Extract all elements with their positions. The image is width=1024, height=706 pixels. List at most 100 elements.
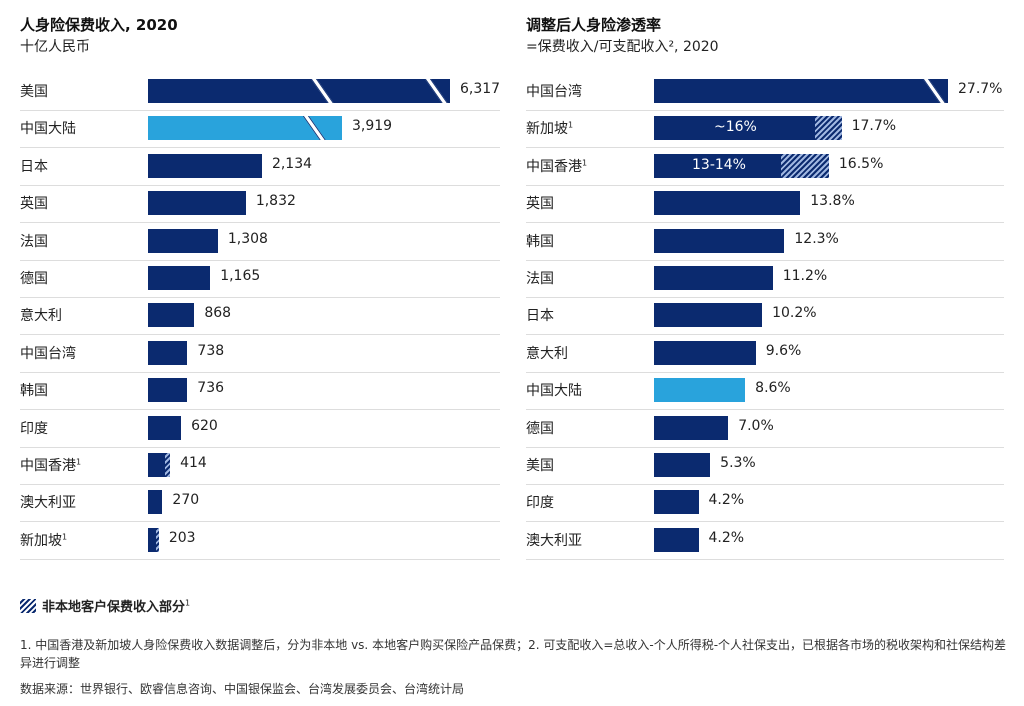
chart-row: 美国 5.3% (526, 447, 1004, 485)
value-label: 1,308 (227, 230, 268, 247)
category-label: 美国 (20, 81, 48, 101)
category-label: 美国 (526, 455, 554, 475)
category-label: 英国 (526, 193, 554, 213)
footnote-mark: 1 (582, 158, 588, 168)
right-chart-subtitle: =保费收入/可支配收入², 2020 (526, 39, 719, 55)
value-label: 13.8% (810, 193, 855, 210)
category-text: 中国香港 (20, 458, 76, 474)
chart-row: 法国 11.2% (526, 260, 1004, 298)
value-label: 12.3% (794, 230, 839, 247)
chart-row: 中国大陆 8.6% (526, 372, 1004, 411)
non-local-hatch (164, 453, 171, 477)
value-label: 2,134 (271, 155, 313, 172)
value-label: 8.6% (755, 380, 791, 397)
category-label: 新加坡1 (20, 530, 67, 550)
category-text: 澳大利亚 (20, 495, 76, 512)
bar: ~16% (654, 116, 842, 141)
category-text: 美国 (20, 84, 48, 100)
category-label: 德国 (526, 418, 554, 438)
value-label: 868 (204, 305, 232, 322)
category-text: 中国台湾 (526, 84, 582, 100)
value-label: 414 (180, 455, 207, 471)
value-label: 16.5% (838, 155, 884, 172)
bar (148, 228, 218, 253)
category-text: 英国 (20, 196, 48, 213)
category-text: 意大利 (20, 308, 62, 325)
value-label: 10.2% (772, 305, 817, 322)
chart-row: 法国 1,308 (20, 223, 500, 261)
chart-row: 澳大利亚 4.2% (526, 522, 1004, 560)
category-text: 意大利 (526, 345, 568, 362)
category-label: 意大利 (20, 305, 62, 325)
chart-row: 新加坡1 203 (20, 522, 500, 560)
chart-row: 韩国 12.3% (526, 223, 1004, 261)
value-label: 1,832 (255, 193, 296, 210)
bar (654, 228, 785, 253)
inner-label: ~16% (714, 119, 757, 136)
chart-row: 中国大陆 3,919 (20, 110, 500, 149)
bar (148, 79, 450, 103)
category-text: 印度 (526, 495, 554, 512)
category-text: 新加坡 (20, 532, 62, 549)
bar (148, 303, 195, 328)
category-text: 澳大利亚 (526, 532, 582, 549)
category-text: 美国 (526, 458, 554, 474)
bar (148, 191, 246, 216)
right-chart-title: 调整后人身险渗透率 (526, 16, 662, 34)
chart-row: 日本 2,134 (20, 148, 500, 186)
bar (148, 453, 171, 477)
bar (654, 340, 756, 365)
bar: 13-14% (654, 153, 829, 178)
category-text: 中国大陆 (526, 383, 582, 400)
category-label: 法国 (20, 231, 48, 251)
bar (148, 415, 182, 440)
value-label: 17.7% (851, 118, 897, 135)
value-label: 4.2% (708, 492, 745, 509)
category-text: 新加坡 (526, 121, 568, 138)
value-label: 203 (168, 529, 196, 546)
non-local-hatch (781, 153, 829, 178)
bar (148, 490, 163, 515)
value-label: 736 (197, 380, 225, 397)
category-text: 韩国 (526, 233, 554, 250)
chart-row: 德国 7.0% (526, 410, 1004, 448)
bar (654, 527, 699, 552)
category-label: 中国台湾 (526, 81, 582, 101)
category-text: 中国大陆 (20, 121, 76, 138)
chart-row: 印度 4.2% (526, 484, 1004, 523)
category-label: 法国 (526, 268, 554, 288)
legend-label: 非本地客户保费收入部分 (42, 600, 186, 615)
chart-row: 英国 13.8% (526, 185, 1004, 224)
chart-row: 澳大利亚 270 (20, 484, 500, 523)
category-label: 中国香港1 (20, 455, 81, 475)
category-text: 德国 (20, 271, 48, 287)
left-chart-title: 人身险保费收入, 2020 (20, 16, 178, 34)
chart-row: 德国 1,165 (20, 260, 500, 298)
axis-break-mark (422, 79, 450, 103)
bar (654, 378, 746, 403)
bar (148, 527, 159, 552)
category-label: 中国台湾 (20, 343, 76, 363)
value-label: 4.2% (708, 529, 745, 546)
category-label: 中国大陆 (526, 380, 582, 400)
axis-break-mark (920, 79, 948, 103)
value-label: 738 (197, 342, 225, 359)
bar (654, 303, 763, 328)
value-label: 9.6% (765, 342, 802, 359)
category-text: 印度 (20, 420, 48, 437)
value-label: 27.7% (958, 81, 1003, 97)
category-label: 澳大利亚 (20, 492, 76, 512)
value-label: 6,317 (460, 81, 501, 97)
category-label: 日本 (20, 156, 48, 176)
category-label: 印度 (20, 418, 48, 438)
value-label: 620 (191, 417, 218, 434)
category-label: 新加坡1 (526, 118, 573, 138)
bar (148, 266, 211, 290)
category-text: 英国 (526, 196, 554, 213)
value-label: 11.2% (782, 268, 828, 284)
category-label: 意大利 (526, 343, 568, 363)
bar (654, 453, 711, 477)
bar (654, 79, 948, 103)
category-label: 中国大陆 (20, 118, 76, 138)
hatch-swatch-icon (20, 599, 36, 613)
